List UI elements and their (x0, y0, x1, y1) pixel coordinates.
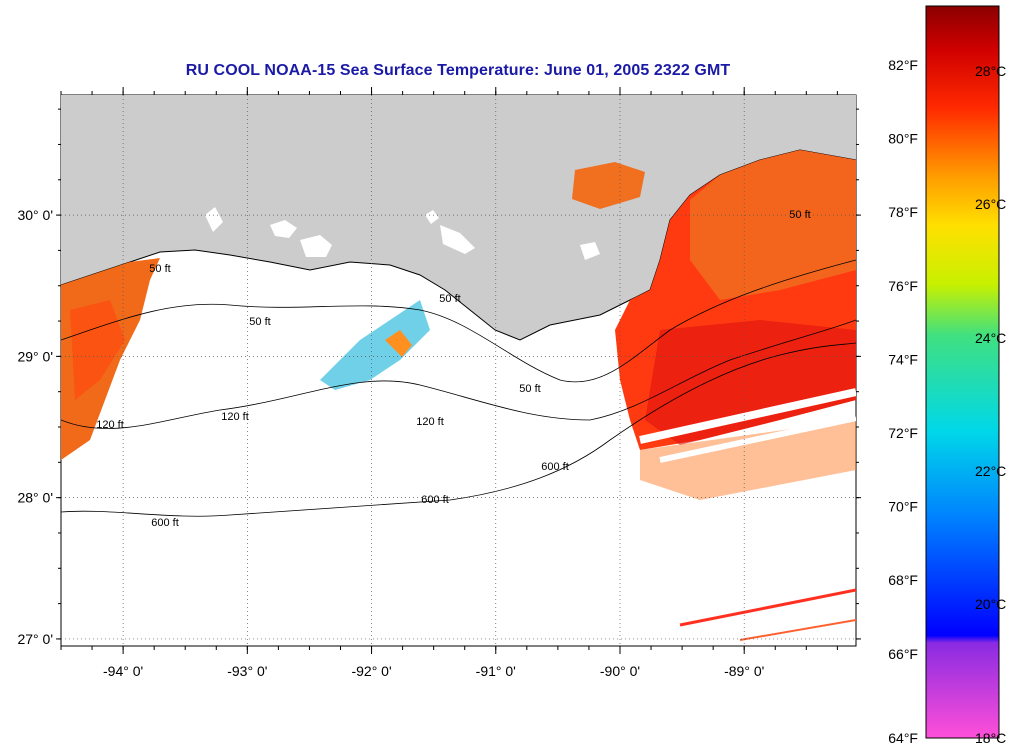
swath-gap (659, 415, 856, 463)
colorbar-f-label: 74°F (888, 351, 918, 367)
lat-tick-label: 29° 0' (17, 348, 53, 364)
lon-tick-label: -89° 0' (724, 663, 764, 679)
contour-label: 50 ft (439, 293, 460, 305)
colorbar (925, 5, 1000, 739)
contour-label: 50 ft (789, 209, 810, 221)
contour-label: 600 ft (421, 494, 449, 506)
lake (270, 220, 297, 238)
colorbar-f-label: 64°F (888, 730, 918, 746)
colorbar-f-label: 82°F (888, 57, 918, 73)
lon-tick-label: -93° 0' (227, 663, 267, 679)
sst-east-orange (690, 150, 856, 300)
lon-tick-label: -90° 0' (600, 663, 640, 679)
sst-speckle-south (739, 619, 856, 641)
sst-island-warm (572, 162, 645, 209)
contour-label: 120 ft (96, 419, 124, 431)
contour-50ft (61, 259, 856, 383)
colorbar-f-label: 72°F (888, 425, 918, 441)
lake (440, 225, 475, 254)
sst-plume-warm (385, 330, 412, 357)
map-title: RU COOL NOAA-15 Sea Surface Temperature:… (185, 62, 731, 79)
lat-tick-label: 30° 0' (17, 207, 53, 223)
colorbar-f-label: 70°F (888, 499, 918, 515)
sst-east-deep-red (645, 320, 856, 445)
colorbar-fahrenheit-labels: 82°F 80°F 78°F 76°F 74°F 72°F 70°F 68°F 66°F 64°F (888, 57, 918, 746)
contour-120ft (61, 319, 856, 429)
land-mass (61, 95, 856, 340)
contour-label: 50 ft (249, 316, 270, 328)
contour-label: 50 ft (149, 263, 170, 275)
colorbar-f-label: 80°F (888, 131, 918, 147)
contour-label: 600 ft (151, 517, 179, 529)
colorbar-c-label: 22°C (975, 463, 1006, 479)
longitude-axis: -94° 0' -93° 0' -92° 0' -91° 0' -90° 0' -89° … (60, 87, 838, 679)
bathymetry-contours (61, 259, 856, 517)
swath-gap (639, 388, 856, 444)
lon-tick-label: -92° 0' (351, 663, 391, 679)
colorbar-c-label: 20°C (975, 596, 1006, 612)
colorbar-f-label: 66°F (888, 646, 918, 662)
colorbar-celsius-labels: 28°C 26°C 24°C 22°C 20°C 18°C (975, 63, 1006, 746)
lat-tick-label: 27° 0' (17, 631, 53, 647)
lon-tick-label: -91° 0' (476, 663, 516, 679)
colorbar-f-label: 68°F (888, 572, 918, 588)
contour-600ft (61, 342, 856, 517)
lon-tick-label: -94° 0' (103, 663, 143, 679)
latitude-axis: 30° 0' 29° 0' 28° 0' 27° 0' (17, 108, 861, 647)
colorbar-c-label: 24°C (975, 330, 1006, 346)
colorbar-f-label: 78°F (888, 204, 918, 220)
contour-label: 600 ft (541, 461, 569, 473)
lake (425, 210, 439, 224)
sst-plume (320, 300, 430, 390)
coastline (61, 149, 856, 341)
sst-speckle-band (640, 420, 856, 500)
colorbar-c-label: 18°C (975, 730, 1006, 746)
lake (205, 207, 223, 232)
colorbar-c-label: 28°C (975, 63, 1006, 79)
sst-west-hot (70, 300, 125, 400)
contour-label: 50 ft (519, 383, 540, 395)
contour-label: 120 ft (221, 411, 249, 423)
sst-speckle-south (679, 588, 856, 627)
colorbar-f-label: 76°F (888, 278, 918, 294)
lake (300, 235, 332, 257)
lat-tick-label: 28° 0' (17, 490, 53, 506)
lake (580, 242, 600, 260)
grid (61, 95, 856, 646)
contour-label: 120 ft (416, 416, 444, 428)
colorbar-c-label: 26°C (975, 196, 1006, 212)
